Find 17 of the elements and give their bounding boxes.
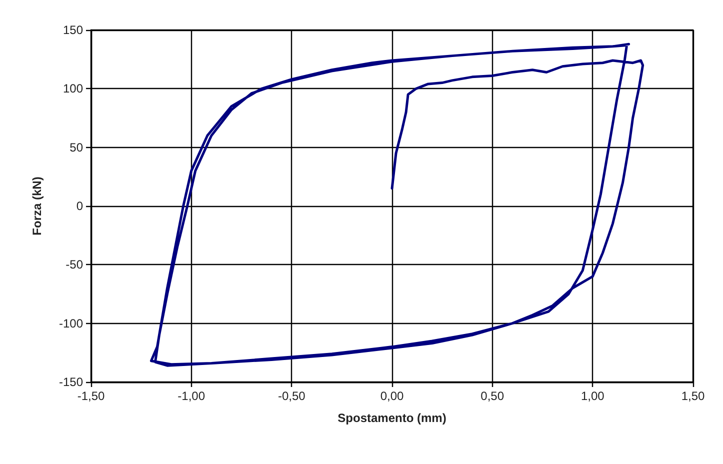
y-axis-title: Forza (kN)	[30, 176, 44, 236]
y-tick-label: 0	[76, 199, 84, 213]
x-tick-label: 0,00	[380, 389, 404, 403]
x-tick-label: -0,50	[278, 389, 306, 403]
x-tick-label: -1,50	[77, 389, 105, 403]
x-axis-title: Spostamento (mm)	[338, 411, 446, 425]
x-tick-label: 0,50	[480, 389, 504, 403]
y-tick-label: 50	[70, 140, 84, 154]
line-series	[150, 42, 644, 367]
y-tick-label: -50	[66, 258, 84, 272]
y-tick-label: 150	[62, 23, 84, 37]
y-tick-label: -100	[58, 316, 84, 330]
x-tick-label: 1,00	[580, 389, 605, 403]
x-tick-label: -1,00	[178, 389, 206, 403]
y-tick-label: -150	[58, 375, 84, 389]
x-tick-label: 1,50	[681, 389, 705, 403]
y-tick-label: 100	[62, 82, 84, 96]
